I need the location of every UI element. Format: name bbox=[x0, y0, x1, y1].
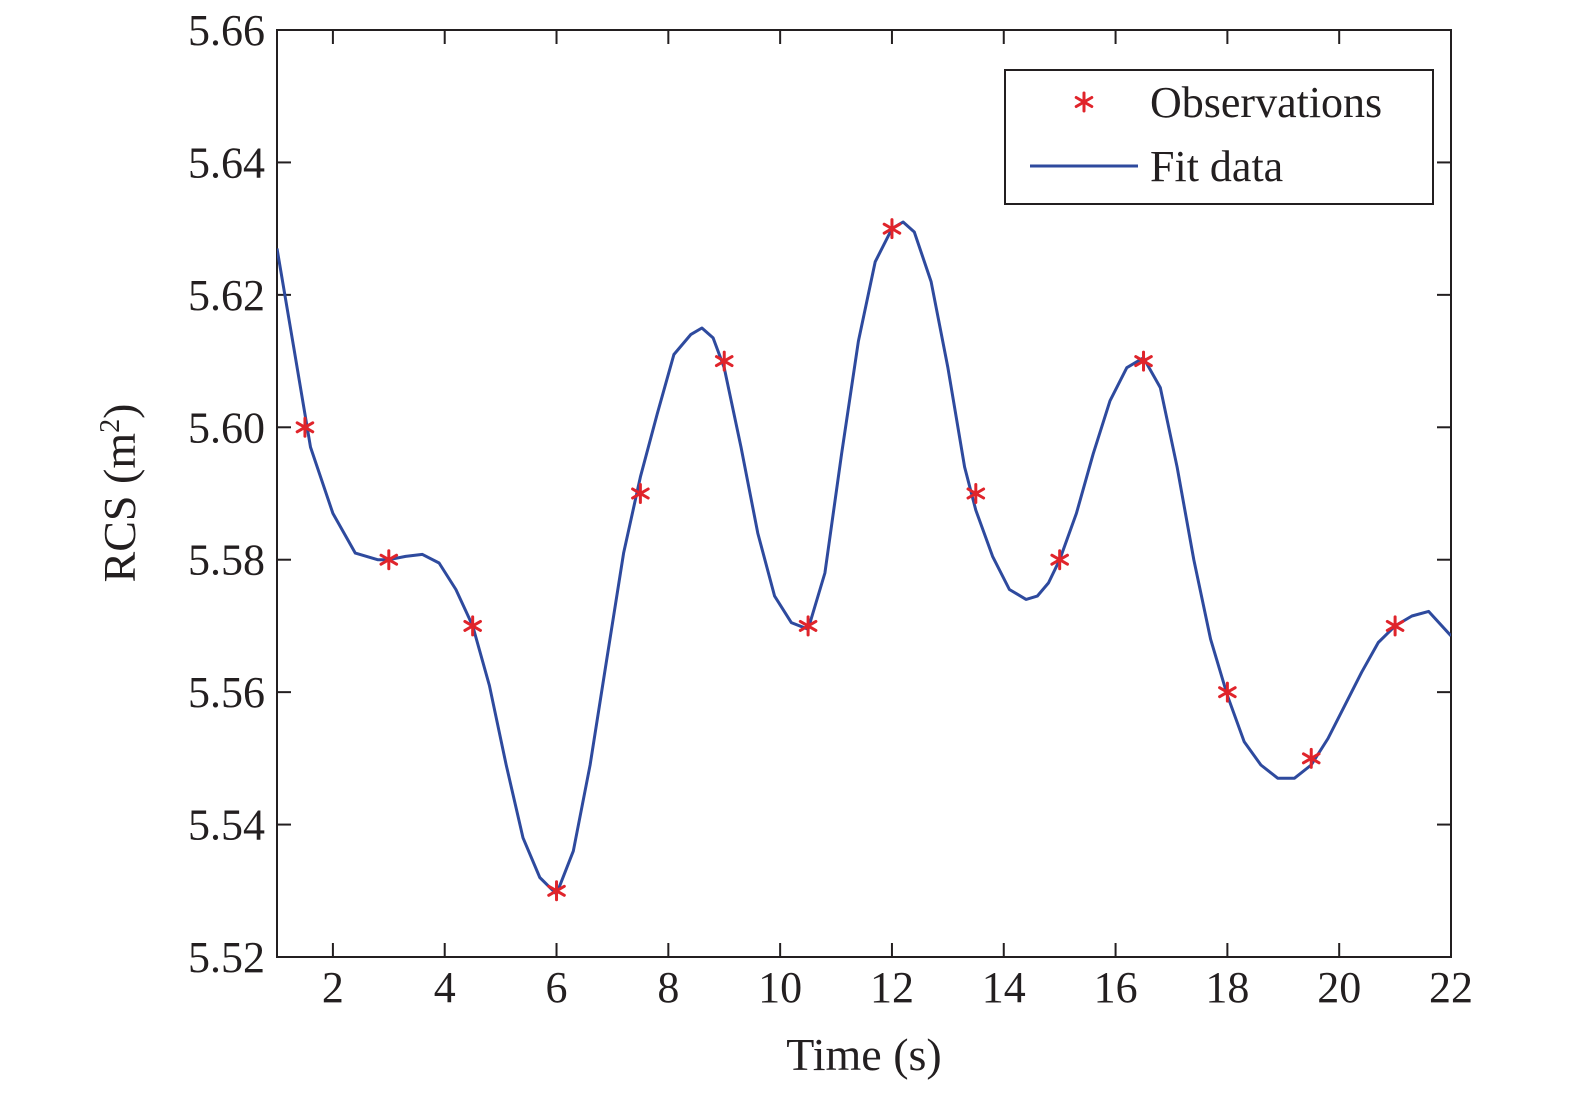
y-tick-label: 5.66 bbox=[188, 6, 265, 55]
y-tick-label: 5.64 bbox=[188, 138, 265, 187]
legend-observations-marker bbox=[1074, 91, 1094, 113]
observation-point bbox=[463, 615, 482, 637]
fit-data-series bbox=[277, 220, 1451, 896]
y-axis-title-superscript: 2 bbox=[95, 419, 126, 433]
legend-asterisk-icon bbox=[1074, 91, 1094, 113]
legend: Observations Fit data bbox=[1004, 69, 1434, 205]
observation-point bbox=[631, 483, 650, 504]
observation-point bbox=[1050, 549, 1069, 571]
y-tick-label: 5.62 bbox=[188, 271, 265, 320]
x-tick-label: 22 bbox=[1429, 963, 1473, 1012]
fit-data-line bbox=[277, 220, 1451, 896]
y-axis-title: RCS (m2) bbox=[94, 404, 145, 583]
observation-point bbox=[379, 549, 399, 571]
observation-point bbox=[295, 416, 315, 438]
legend-observations-label: Observations bbox=[1150, 78, 1382, 127]
observation-point bbox=[798, 615, 818, 637]
y-tick-label: 5.58 bbox=[188, 536, 265, 585]
x-tick-label: 18 bbox=[1205, 963, 1249, 1012]
x-tick-label: 12 bbox=[870, 963, 914, 1012]
x-tick-label: 2 bbox=[322, 963, 344, 1012]
y-tick-label: 5.60 bbox=[188, 403, 265, 452]
y-axis-title-close: ) bbox=[94, 404, 145, 419]
y-tick-label: 5.56 bbox=[188, 668, 265, 717]
observation-point bbox=[966, 483, 986, 504]
observations-series bbox=[295, 218, 1405, 902]
observation-point bbox=[714, 350, 734, 372]
x-axis-ticks: 2 4 6 8 10 12 14 16 18 20 22 bbox=[322, 30, 1473, 1012]
y-tick-label: 5.52 bbox=[188, 933, 265, 982]
y-axis-title-main: RCS (m bbox=[94, 433, 145, 583]
observation-point bbox=[547, 880, 566, 902]
observation-point bbox=[1218, 681, 1237, 703]
observation-point bbox=[1134, 350, 1153, 372]
x-tick-label: 14 bbox=[982, 963, 1026, 1012]
x-tick-label: 8 bbox=[657, 963, 679, 1012]
x-tick-label: 6 bbox=[546, 963, 568, 1012]
y-axis-ticks: 5.52 5.54 5.56 5.58 5.60 5.62 5.64 5.66 bbox=[188, 6, 1451, 982]
legend-box bbox=[1004, 69, 1434, 205]
legend-fit-label: Fit data bbox=[1150, 142, 1283, 191]
x-tick-label: 10 bbox=[758, 963, 802, 1012]
y-tick-label: 5.54 bbox=[188, 801, 265, 850]
x-tick-label: 4 bbox=[434, 963, 456, 1012]
observation-point bbox=[1385, 615, 1405, 637]
x-tick-label: 20 bbox=[1317, 963, 1361, 1012]
observation-point bbox=[1301, 747, 1321, 769]
x-axis-title: Time (s) bbox=[786, 1029, 942, 1080]
plot-area-frame bbox=[276, 29, 1452, 958]
observation-point bbox=[882, 218, 902, 240]
x-tick-label: 16 bbox=[1094, 963, 1138, 1012]
